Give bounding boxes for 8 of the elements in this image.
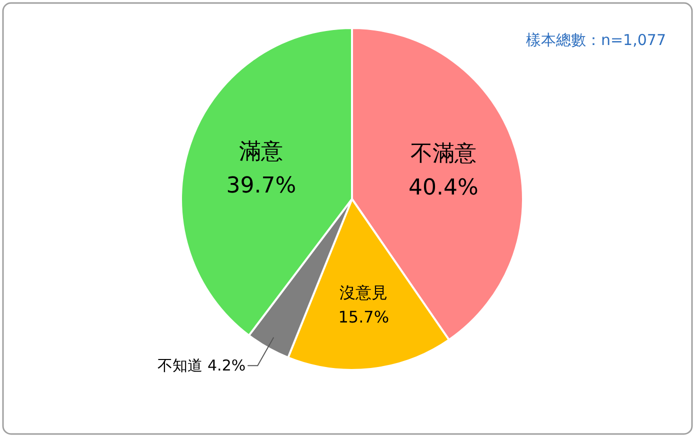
data-label: 39.7% xyxy=(226,174,296,199)
slice-label: 滿意 xyxy=(239,140,284,165)
slice-label: 不滿意 xyxy=(410,142,476,167)
slice-label: 沒意見 xyxy=(340,282,388,302)
slice-label: 不知道 4.2% xyxy=(158,356,246,375)
text: 樣本總數：n=1,077 xyxy=(526,31,666,49)
data-label: 40.4% xyxy=(408,176,478,201)
data-label: 15.7% xyxy=(338,308,390,327)
